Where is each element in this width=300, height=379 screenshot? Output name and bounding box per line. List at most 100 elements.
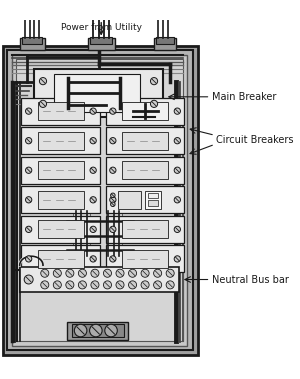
Circle shape <box>174 108 181 114</box>
Bar <box>22 98 100 125</box>
Bar <box>122 102 168 120</box>
Bar <box>38 132 84 150</box>
Circle shape <box>128 269 136 277</box>
Circle shape <box>66 269 74 277</box>
Circle shape <box>66 281 74 289</box>
Bar <box>88 38 115 50</box>
Bar <box>7 50 194 350</box>
Text: Main Breaker: Main Breaker <box>212 92 277 102</box>
Circle shape <box>24 275 33 284</box>
Bar <box>106 127 184 154</box>
Circle shape <box>166 269 174 277</box>
Bar <box>154 38 176 50</box>
Text: Circuit Breakers: Circuit Breakers <box>216 135 293 145</box>
Circle shape <box>90 197 96 203</box>
Circle shape <box>111 202 115 207</box>
Bar <box>12 55 187 346</box>
Circle shape <box>39 78 46 85</box>
Bar <box>74 207 90 261</box>
Bar <box>34 69 163 117</box>
Bar <box>22 157 100 184</box>
Circle shape <box>26 167 32 173</box>
Bar <box>106 246 184 273</box>
Bar <box>106 207 122 261</box>
Bar <box>122 161 168 179</box>
Bar <box>38 221 84 238</box>
Bar <box>54 74 140 112</box>
Bar <box>20 267 179 292</box>
Circle shape <box>110 197 116 203</box>
Bar <box>106 98 184 125</box>
Circle shape <box>110 108 116 114</box>
Bar <box>22 216 100 243</box>
Circle shape <box>174 138 181 144</box>
Circle shape <box>26 138 32 144</box>
Bar <box>106 186 184 213</box>
Circle shape <box>141 281 149 289</box>
Circle shape <box>105 324 117 337</box>
Circle shape <box>154 281 162 289</box>
Circle shape <box>174 256 181 262</box>
Circle shape <box>26 108 32 114</box>
Text: Neutral Bus bar: Neutral Bus bar <box>212 274 289 285</box>
Bar <box>148 200 158 206</box>
Circle shape <box>78 269 86 277</box>
Bar <box>22 127 100 154</box>
Circle shape <box>110 167 116 173</box>
Circle shape <box>26 226 32 232</box>
Circle shape <box>53 281 61 289</box>
Circle shape <box>110 256 116 262</box>
Bar <box>22 37 42 44</box>
Circle shape <box>110 138 116 144</box>
Bar <box>122 250 168 268</box>
Circle shape <box>39 100 46 107</box>
Bar <box>148 193 158 198</box>
Bar <box>3 46 198 355</box>
Bar <box>145 191 161 209</box>
Circle shape <box>166 281 174 289</box>
Bar <box>72 324 124 337</box>
Circle shape <box>116 281 124 289</box>
Circle shape <box>141 269 149 277</box>
Circle shape <box>90 167 96 173</box>
Bar <box>16 59 183 341</box>
Circle shape <box>74 324 87 337</box>
Circle shape <box>174 197 181 203</box>
Circle shape <box>91 269 99 277</box>
Bar <box>106 216 184 243</box>
Circle shape <box>26 256 32 262</box>
Bar <box>67 322 128 340</box>
Circle shape <box>91 281 99 289</box>
Bar <box>20 38 45 50</box>
Bar <box>91 37 112 44</box>
Circle shape <box>26 197 32 203</box>
Bar <box>22 186 100 213</box>
Bar <box>38 102 84 120</box>
Bar <box>122 132 168 150</box>
Circle shape <box>41 269 49 277</box>
Bar <box>38 161 84 179</box>
Circle shape <box>78 281 86 289</box>
Text: Power from Utility: Power from Utility <box>61 23 142 32</box>
Circle shape <box>110 226 116 232</box>
Circle shape <box>154 269 162 277</box>
Circle shape <box>53 269 61 277</box>
Circle shape <box>174 167 181 173</box>
Bar <box>106 157 184 184</box>
Circle shape <box>103 281 112 289</box>
Circle shape <box>90 226 96 232</box>
Circle shape <box>90 324 102 337</box>
Bar <box>156 37 174 44</box>
Circle shape <box>174 226 181 232</box>
Bar <box>118 191 141 209</box>
Circle shape <box>111 193 115 197</box>
Circle shape <box>116 269 124 277</box>
Bar <box>38 191 84 209</box>
Circle shape <box>151 100 158 107</box>
Bar <box>122 221 168 238</box>
Circle shape <box>90 138 96 144</box>
Bar <box>38 250 84 268</box>
Circle shape <box>41 281 49 289</box>
Circle shape <box>103 269 112 277</box>
Circle shape <box>151 78 158 85</box>
